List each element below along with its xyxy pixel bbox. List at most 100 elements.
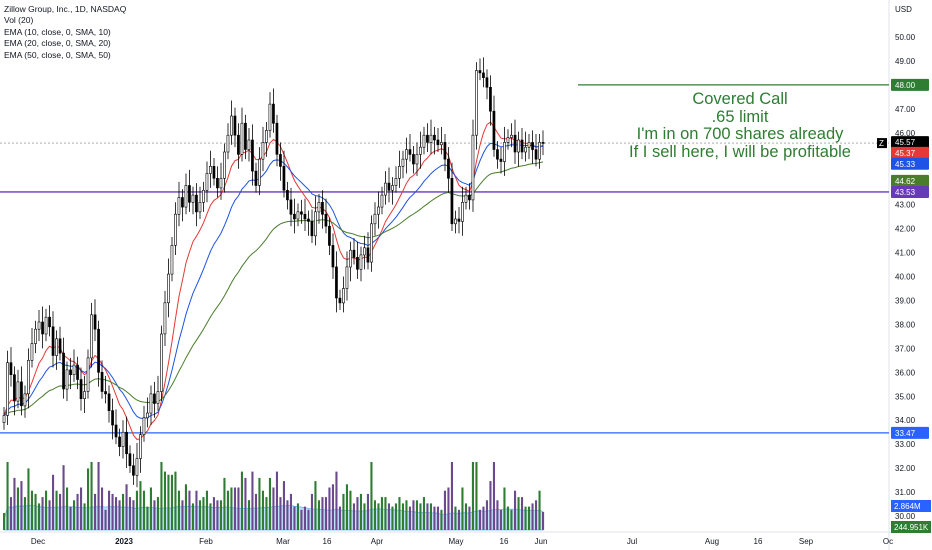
annotation-line: .65 limit <box>711 107 769 126</box>
volume-bar <box>244 477 247 530</box>
volume-bar <box>132 500 135 530</box>
volume-bar <box>510 509 513 530</box>
price-tick-label: 39.00 <box>895 296 916 305</box>
volume-bar <box>62 465 65 530</box>
indicator-ema20[interactable]: EMA (20, close, 0, SMA, 20) <box>4 38 111 49</box>
candle-body <box>209 166 212 174</box>
candle-body <box>436 139 440 146</box>
candle-body <box>20 381 23 407</box>
volume-bar <box>482 506 485 530</box>
price-tick-label: 43.00 <box>895 201 916 210</box>
candle-body <box>485 77 489 88</box>
candle-body <box>356 256 359 270</box>
candle-body <box>541 142 545 144</box>
candle-body <box>342 288 345 304</box>
volume-bar <box>3 513 6 530</box>
volume-bar <box>300 509 303 530</box>
annotation-line: If I sell here, I will be profitable <box>629 142 851 161</box>
volume-bar <box>240 471 243 530</box>
candle-body <box>167 273 170 304</box>
time-axis: Dec 2023 Feb Mar 16 Apr May 16 Jun Jul Aug 16 Sep Oc <box>31 537 893 546</box>
candle-body <box>230 115 233 136</box>
volume-bar <box>286 500 289 530</box>
candle-body <box>394 178 398 186</box>
candle-body <box>184 185 188 208</box>
volume-bar <box>216 500 219 530</box>
volume-bar <box>149 487 152 530</box>
volume-bar <box>492 462 495 530</box>
symbol-title[interactable]: Zillow Group, Inc., 1D, NASDAQ <box>4 4 127 14</box>
indicator-ema50[interactable]: EMA (50, close, 0, SMA, 50) <box>4 49 111 60</box>
volume-bar <box>489 481 492 530</box>
indicator-ema10[interactable]: EMA (10, close, 0, SMA, 10) <box>4 26 111 37</box>
candle-body <box>128 453 132 467</box>
volume-bar <box>496 500 499 530</box>
volume-bar <box>454 506 457 530</box>
time-tick-label: 16 <box>500 537 509 546</box>
candle-body <box>114 424 118 438</box>
candle-body <box>468 194 471 201</box>
volume-bar <box>135 490 138 530</box>
candle-body <box>429 134 433 143</box>
price-tick-label: 40.00 <box>895 273 916 282</box>
volume-bar <box>296 503 299 530</box>
badge-ema10: 45.37 <box>895 149 916 158</box>
volume-bar <box>535 500 538 530</box>
price-tick-label: 49.00 <box>895 57 916 66</box>
candle-body <box>415 154 419 165</box>
volume-bar <box>338 506 341 530</box>
volume-bar <box>142 490 145 530</box>
volume-bar <box>247 500 250 530</box>
volume-bar <box>30 490 33 530</box>
volume-bar <box>471 462 474 530</box>
volume-bar <box>73 500 76 530</box>
candle-body <box>503 142 506 162</box>
price-tick-label: 41.00 <box>895 249 916 258</box>
volume-bar <box>542 512 545 530</box>
candle-body <box>401 158 405 167</box>
badge-level-green-bg <box>891 78 929 91</box>
candle-body <box>153 393 156 404</box>
indicator-volume[interactable]: Vol (20) <box>4 15 34 26</box>
volume-bar <box>433 506 436 530</box>
candle-body <box>174 213 177 246</box>
annotation-text[interactable]: Covered Call .65 limit I'm in on 700 sha… <box>610 90 870 161</box>
candle-body <box>534 149 538 160</box>
candle-body <box>41 321 44 335</box>
price-tick-label: 50.00 <box>895 33 916 42</box>
volume-bar <box>41 497 44 530</box>
candle-body <box>132 465 135 476</box>
volume-bar <box>275 471 278 530</box>
badge-ema20: 45.33 <box>895 160 916 169</box>
candle-body <box>527 142 531 148</box>
candle-body <box>398 166 401 179</box>
candle-body <box>510 134 513 138</box>
candle-body <box>412 154 415 165</box>
volume-bar <box>412 500 415 530</box>
candle-body <box>380 194 384 208</box>
volume-bar <box>205 490 208 530</box>
volume-bar <box>447 487 450 530</box>
candle-body <box>296 211 300 220</box>
price-tick-label: 30.00 <box>895 512 916 521</box>
volume-bar <box>366 493 369 530</box>
candle-body <box>139 434 142 459</box>
candle-body <box>338 297 342 304</box>
candle-body <box>27 359 30 395</box>
candle-body <box>258 158 261 186</box>
volume-bar <box>538 490 541 530</box>
badge-ema50: 44.62 <box>895 177 916 186</box>
candle-body <box>489 87 492 112</box>
volume-bar <box>101 487 104 530</box>
candle-body <box>177 197 181 215</box>
time-tick-label: 16 <box>754 537 763 546</box>
badge-last-price: 45.57 <box>895 138 916 147</box>
volume-bar <box>384 497 387 530</box>
badge-ema50-bg <box>891 174 929 187</box>
volume-bar <box>377 503 380 530</box>
volume-bar <box>146 506 149 530</box>
volume-bar <box>261 490 264 530</box>
volume-bar <box>359 493 362 530</box>
volume-bar <box>415 500 418 530</box>
